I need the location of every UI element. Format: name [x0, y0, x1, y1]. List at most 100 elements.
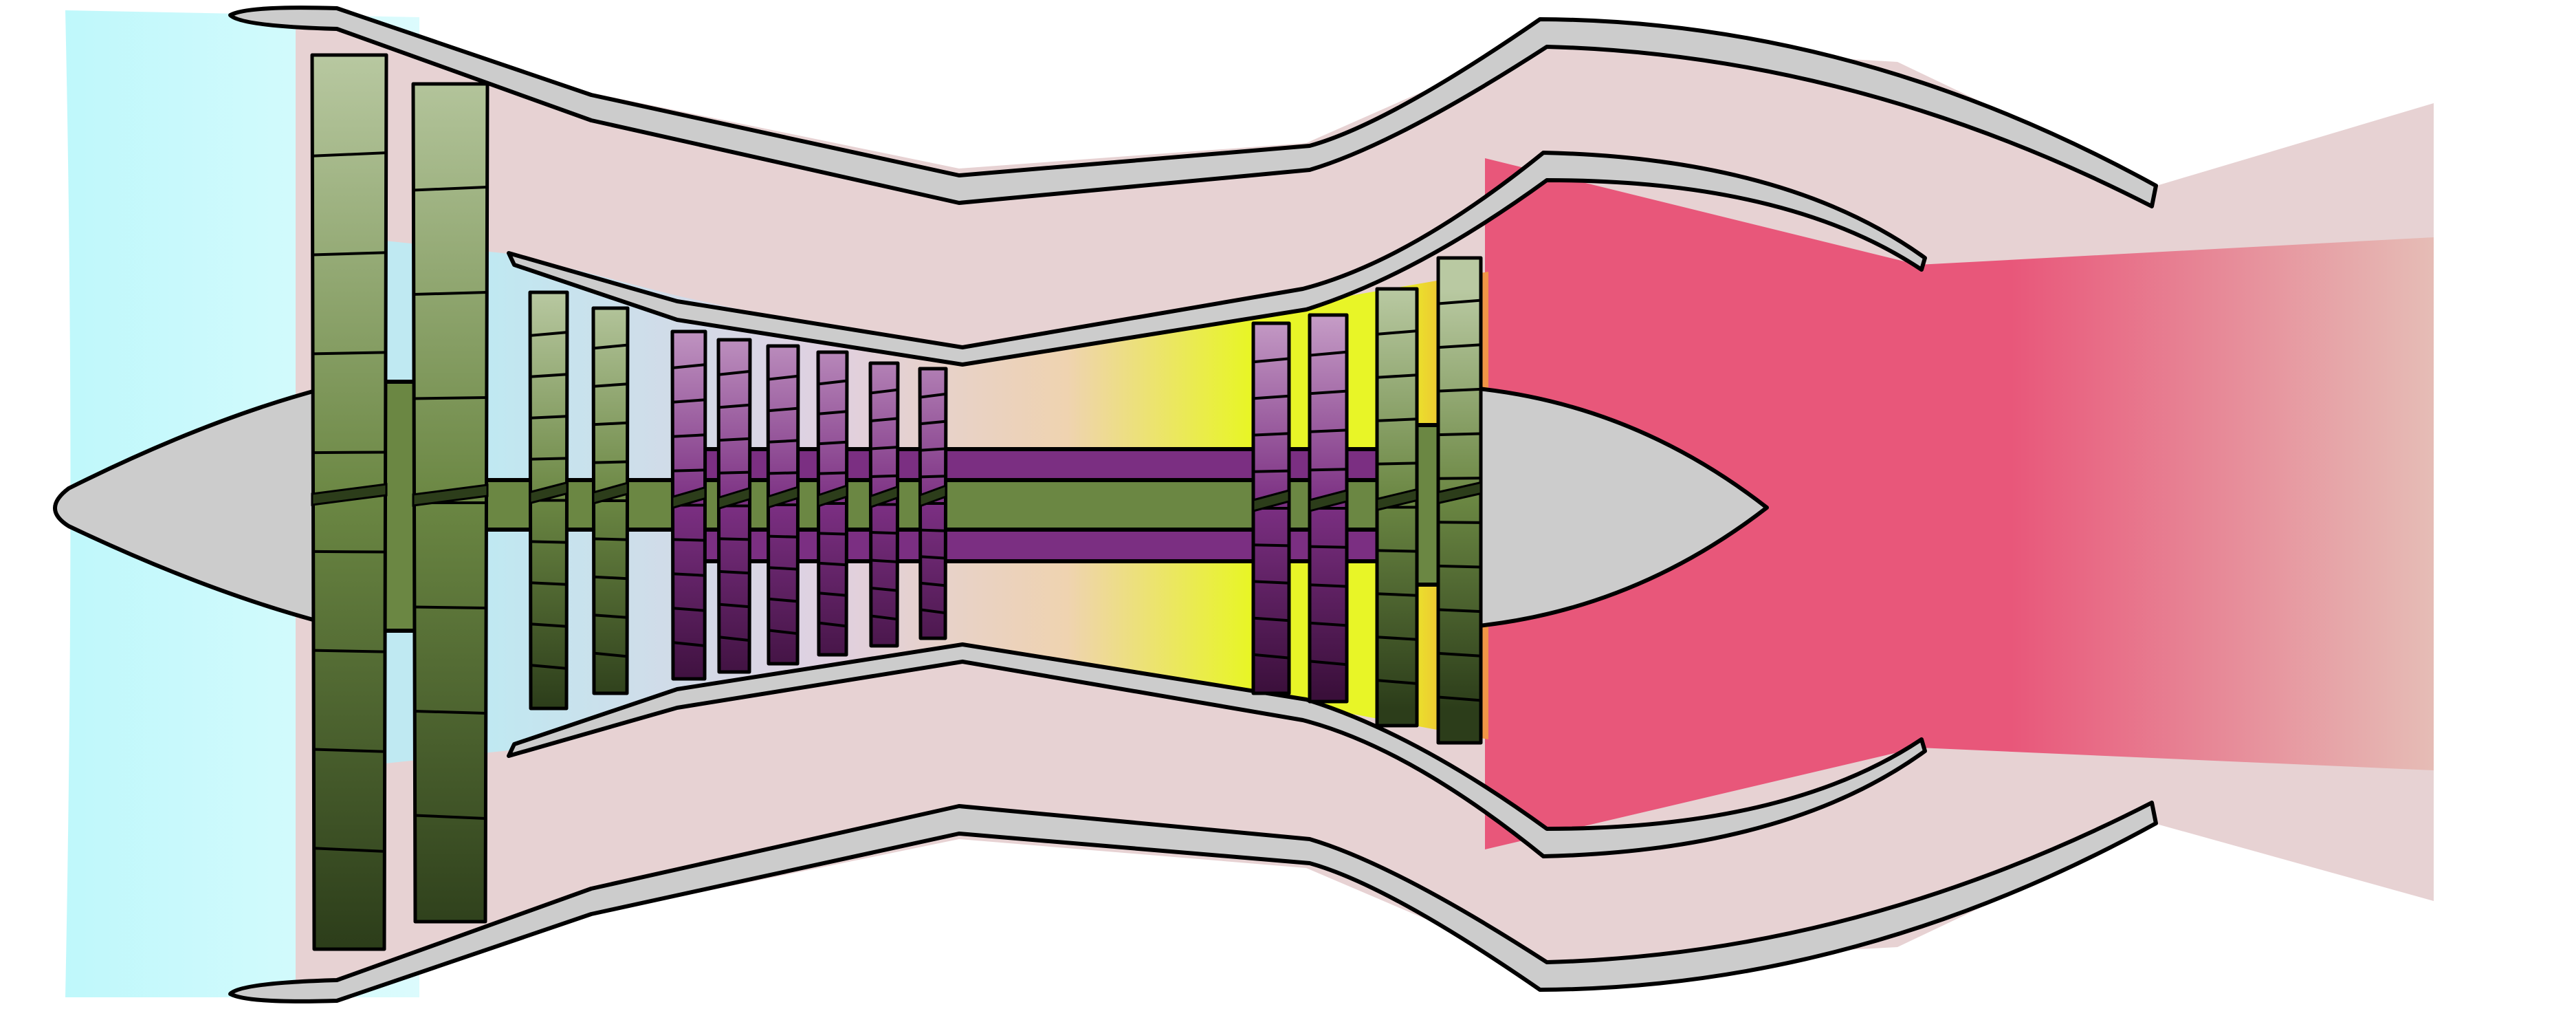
hp-compressor-stage-2-segment-line — [718, 636, 750, 642]
hp-compressor-stage-5-segment-line — [870, 417, 898, 422]
hp-compressor-stage-1-root-band — [671, 486, 707, 510]
hp-compressor-stage-3-segment-line — [768, 534, 798, 539]
core-cowl-bottom — [507, 642, 1927, 858]
lp-turbine-stage-2-segment-line — [1438, 343, 1482, 349]
hp-compressor-stage-1-segment-line — [672, 641, 705, 647]
lp-compressor-stage-1-segment-line — [530, 622, 567, 628]
fan-stage-2-segment-line — [413, 186, 487, 192]
hp-turbine-stage-1-segment-line — [1253, 616, 1290, 622]
hp-compressor-stage-4-segment-line — [817, 379, 848, 386]
lp-compressor-stage-2-segment-line — [593, 575, 628, 581]
fan-stage-1-segment-line — [312, 251, 386, 257]
hp-compressor-stage-3-segment-line — [768, 629, 798, 636]
lp-turbine-stage-2-root-band — [1437, 481, 1482, 505]
hp-compressor-stage-5 — [868, 361, 900, 648]
lp-compressor-stage-2 — [591, 306, 630, 695]
fan-stage-1-segment-line — [313, 748, 385, 753]
hp-compressor-stage-4-segment-line — [818, 440, 847, 446]
lp-compressor-stage-2-segment-line — [593, 343, 628, 350]
hp-compressor-stage-3-segment-line — [767, 374, 799, 381]
lp-turbine-stage-1-root-band — [1376, 488, 1418, 512]
lp-turbine-stage-1-segment-line — [1376, 417, 1418, 422]
hp-compressor-stage-2-root-band — [717, 486, 751, 510]
lp-turbine-stage-2 — [1436, 256, 1483, 745]
fan-stage-1-segment-line — [312, 351, 386, 356]
hp-compressor-stage-2-segment-line — [718, 603, 750, 609]
lp-turbine-stage-2-segment-line — [1438, 432, 1482, 437]
fan-stage-1-segment-line — [313, 649, 386, 653]
hp-compressor-stage-4-segment-line — [818, 561, 847, 567]
lp-turbine-stage-1-segment-line — [1376, 592, 1418, 597]
hp-turbine-stage-2-segment-line — [1309, 583, 1347, 588]
hp-compressor-stage-4-segment-line — [818, 621, 847, 628]
hp-compressor-stage-2-segment-line — [718, 569, 750, 575]
hp-turbine-stage-1-root-band — [1252, 489, 1290, 512]
lp-turbine-stage-2-blade — [1436, 256, 1483, 745]
hp-compressor-stage-6-segment-line — [920, 581, 946, 587]
lp-turbine-stage-2-segment-line — [1438, 651, 1482, 658]
hp-compressor-stage-1-segment-line — [672, 363, 706, 369]
hp-compressor-stage-3-segment-line — [768, 406, 798, 413]
hp-compressor-stage-5-segment-line — [870, 446, 898, 451]
intake-spinner-cone — [53, 387, 325, 625]
fan-stage-2-root-band — [412, 484, 489, 507]
hp-compressor-stage-2-segment-line — [718, 369, 751, 376]
core-cowl-top — [507, 151, 1927, 367]
lp-turbine-stage-2-segment-line — [1438, 387, 1482, 393]
hp-compressor-stage-1-segment-line — [672, 572, 705, 577]
hp-compressor-stage-6-segment-line — [919, 392, 947, 399]
hp-compressor-stage-5-segment-line — [870, 614, 898, 621]
hp-compressor-stage-5-root-band — [869, 485, 899, 509]
lp-turbine-stage-1-segment-line — [1376, 549, 1418, 553]
hp-turbine-stage-1-segment-line — [1253, 469, 1290, 473]
lp-turbine-stage-2-segment-line — [1438, 695, 1482, 702]
lp-turbine-stage-2-segment-line — [1438, 608, 1482, 614]
hp-turbine-stage-2-segment-line — [1309, 428, 1347, 433]
fan-stage-1-segment-line — [312, 151, 386, 158]
hp-compressor-stage-1-segment-line — [672, 398, 705, 404]
lp-compressor-stage-1-segment-line — [530, 373, 567, 378]
hp-compressor-stage-3-segment-line — [768, 566, 798, 571]
lp-turbine-stage-2-segment-line — [1438, 564, 1482, 569]
hp-compressor-stage-3-segment-line — [768, 439, 798, 444]
fan-stage-2-segment-line — [414, 605, 487, 609]
hp-turbine-stage-1-segment-line — [1253, 580, 1290, 585]
outer-nacelle-bottom — [228, 801, 2158, 1003]
fan-stage-1 — [310, 53, 388, 951]
fan-stage-2-segment-line — [415, 814, 486, 820]
fan-stage-2-segment-line — [413, 291, 487, 296]
fan-stage-1-segment-line — [313, 451, 386, 455]
hp-turbine-stage-2-root-band — [1308, 489, 1348, 512]
hp-turbine-stage-2 — [1308, 313, 1349, 704]
hp-compressor-stage-3 — [766, 344, 800, 666]
fan-stage-1-root-band — [311, 483, 388, 506]
lp-compressor-stage-1-root-band — [529, 481, 569, 505]
hp-turbine-stage-1-segment-line — [1253, 357, 1290, 364]
hp-compressor-stage-4-root-band — [817, 484, 848, 508]
hp-compressor-stage-2-segment-line — [718, 437, 750, 442]
hp-compressor-stage-4-segment-line — [818, 532, 847, 536]
hp-turbine-stage-2-segment-line — [1309, 350, 1347, 357]
hp-compressor-stage-4-segment-line — [818, 592, 847, 597]
lp-compressor-stage-1-segment-line — [530, 457, 567, 461]
lp-turbine-stage-1 — [1375, 287, 1419, 728]
hp-turbine-stage-2-segment-line — [1309, 660, 1347, 666]
hp-compressor-stage-1-segment-line — [672, 607, 705, 612]
hp-compressor-stage-6-segment-line — [920, 475, 946, 479]
exhaust-plume-region — [1485, 158, 2434, 849]
lp-turbine-stage-2-segment-line — [1438, 477, 1482, 480]
hp-compressor-stage-2-segment-line — [718, 403, 750, 409]
lp-compressor-stage-1-segment-line — [530, 415, 567, 420]
fan-stage-2-segment-line — [414, 396, 487, 400]
hp-compressor-stage-6-segment-line — [920, 608, 946, 615]
hp-turbine-stage-2-segment-line — [1309, 621, 1347, 627]
hp-turbine-stage-1-segment-line — [1253, 394, 1290, 400]
hp-turbine-stage-1 — [1251, 321, 1291, 695]
lp-turbine-stage-2-segment-line — [1438, 299, 1482, 305]
lp-turbine-stage-1-segment-line — [1376, 462, 1418, 466]
hp-compressor-stage-5-segment-line — [870, 388, 899, 395]
lp-compressor-stage-2-segment-line — [593, 421, 628, 426]
hp-turbine-stage-1-segment-line — [1253, 432, 1290, 437]
